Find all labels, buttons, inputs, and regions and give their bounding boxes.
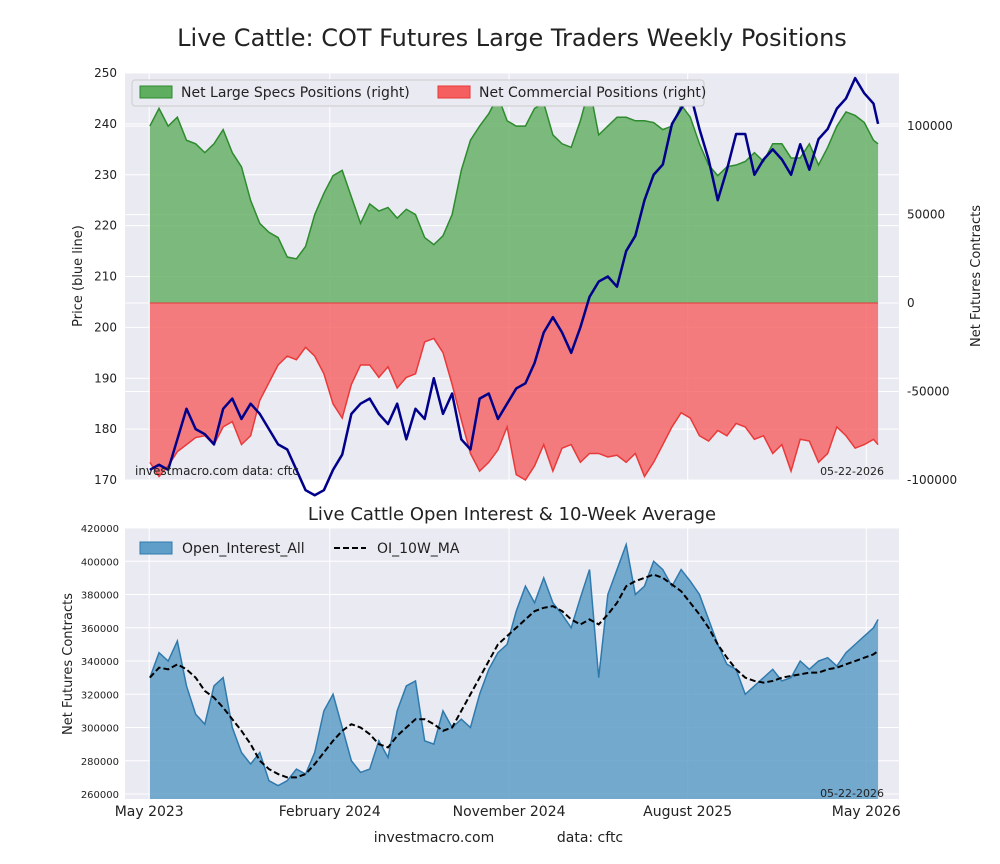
legend-oi-swatch bbox=[139, 541, 173, 555]
footer-source: data: cftc bbox=[557, 830, 623, 846]
price-tick-label: 190 bbox=[94, 371, 117, 385]
positions-watermark: investmacro.com data: cftc bbox=[135, 464, 299, 478]
net-contracts-tick-label: -100000 bbox=[907, 473, 957, 487]
price-axis-label: Price (blue line) bbox=[71, 225, 86, 327]
open-interest-area bbox=[149, 544, 879, 799]
date-tick-label: November 2024 bbox=[453, 804, 566, 820]
open-interest-legend: Open_Interest_All OI_10W_MA bbox=[139, 541, 460, 557]
legend-specs-swatch bbox=[139, 85, 173, 99]
oi-tick-label: 340000 bbox=[81, 657, 119, 668]
price-tick-label: 240 bbox=[94, 117, 117, 131]
net-contracts-tick-label: 100000 bbox=[907, 119, 953, 133]
positions-legend: Net Large Specs Positions (right) Net Co… bbox=[131, 79, 706, 107]
oi-tick-label: 420000 bbox=[81, 524, 119, 535]
open-interest-axis-label: Net Futures Contracts bbox=[61, 593, 76, 735]
price-tick-label: 180 bbox=[94, 422, 117, 436]
open-interest-panel: Live Cattle Open Interest & 10-Week Aver… bbox=[61, 504, 901, 820]
oi-tick-label: 380000 bbox=[81, 591, 119, 602]
specs-line bbox=[149, 86, 879, 260]
price-line bbox=[149, 76, 880, 497]
date-tick-label: May 2023 bbox=[115, 804, 184, 820]
price-tick-label: 200 bbox=[94, 320, 117, 334]
oi-tick-label: 360000 bbox=[81, 624, 119, 635]
oi-tick-label: 260000 bbox=[81, 790, 119, 801]
date-tick-label: August 2025 bbox=[643, 804, 732, 820]
net-contracts-axis-label: Net Futures Contracts bbox=[969, 205, 984, 347]
positions-ticks: 170 180 190 200 210 220 230 240 250 -100000 -50000… bbox=[94, 66, 957, 487]
open-interest-areas bbox=[149, 541, 879, 799]
price-tick-label: 220 bbox=[94, 219, 117, 233]
open-interest-ticks: 260000 280000 300000 320000 340000 360000 3800… bbox=[81, 524, 901, 820]
legend-specs-label: Net Large Specs Positions (right) bbox=[181, 85, 410, 101]
price-tick-label: 250 bbox=[94, 66, 117, 80]
price-tick-label: 170 bbox=[94, 473, 117, 487]
date-tick-label: February 2024 bbox=[279, 804, 381, 820]
legend-oi-label: Open_Interest_All bbox=[182, 541, 305, 557]
open-interest-date-stamp: 05-22-2026 bbox=[820, 787, 884, 800]
oi-moving-average-line bbox=[149, 573, 879, 779]
price-line-group bbox=[149, 76, 880, 497]
net-contracts-tick-label: 0 bbox=[907, 296, 915, 310]
legend-commercial-swatch bbox=[437, 85, 471, 99]
oi-tick-label: 320000 bbox=[81, 690, 119, 701]
open-interest-title: Live Cattle Open Interest & 10-Week Aver… bbox=[308, 504, 716, 525]
date-tick-label: May 2026 bbox=[832, 804, 901, 820]
footer-site: investmacro.com bbox=[374, 830, 494, 846]
open-interest-line bbox=[149, 541, 879, 787]
specs-area bbox=[149, 87, 879, 304]
positions-date-stamp: 05-22-2026 bbox=[820, 465, 884, 478]
price-tick-label: 210 bbox=[94, 270, 117, 284]
price-tick-label: 230 bbox=[94, 168, 117, 182]
figure-title: Live Cattle: COT Futures Large Traders W… bbox=[177, 24, 847, 52]
net-contracts-tick-label: 50000 bbox=[907, 208, 945, 222]
legend-commercial-label: Net Commercial Positions (right) bbox=[479, 85, 706, 101]
oi-tick-label: 400000 bbox=[81, 557, 119, 568]
legend-ma-label: OI_10W_MA bbox=[377, 541, 460, 557]
positions-legend-box bbox=[131, 79, 705, 107]
commercial-line bbox=[149, 337, 879, 482]
positions-panel: 170 180 190 200 210 220 230 240 250 -100000 -50000… bbox=[71, 66, 984, 497]
oi-tick-label: 280000 bbox=[81, 757, 119, 768]
net-contracts-tick-label: -50000 bbox=[907, 385, 950, 399]
oi-tick-label: 300000 bbox=[81, 724, 119, 735]
